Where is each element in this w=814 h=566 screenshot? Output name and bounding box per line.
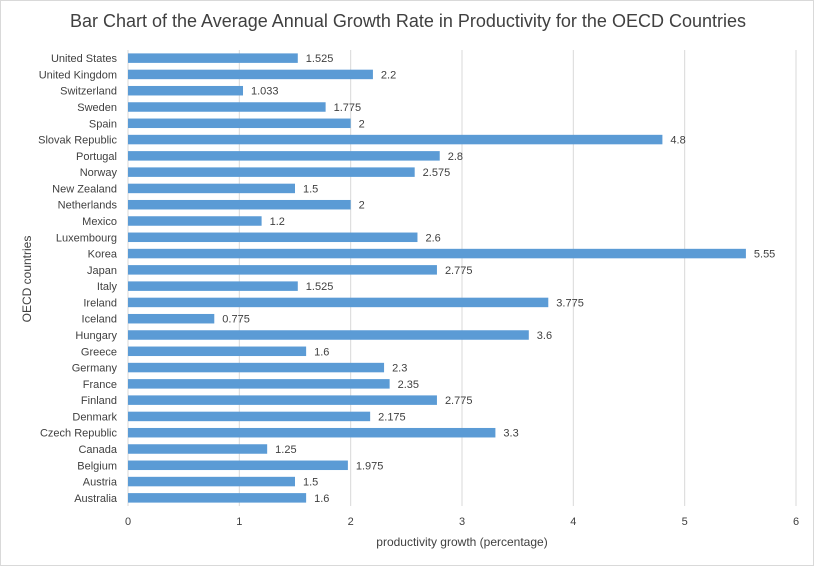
x-axis-label: productivity growth (percentage) <box>376 535 548 549</box>
data-label: 2 <box>359 118 365 130</box>
data-label: 1.25 <box>275 444 296 456</box>
bar <box>128 395 437 405</box>
x-tick-label: 5 <box>682 516 688 528</box>
bar <box>128 102 326 112</box>
y-tick-label: Hungary <box>75 330 117 342</box>
data-label: 2.6 <box>425 232 440 244</box>
y-tick-label: Austria <box>83 477 118 489</box>
data-label: 1.775 <box>334 102 362 114</box>
bar <box>128 151 440 161</box>
y-tick-label: Spain <box>89 118 117 130</box>
x-tick-label: 1 <box>236 516 242 528</box>
y-tick-label: Belgium <box>77 460 117 472</box>
bar <box>128 460 348 471</box>
x-tick-label: 6 <box>793 516 799 528</box>
bar <box>128 232 418 243</box>
bar <box>128 134 663 145</box>
y-tick-label: Finland <box>81 395 117 407</box>
chart-title: Bar Chart of the Average Annual Growth R… <box>69 11 746 31</box>
y-tick-label: Slovak Republic <box>38 135 117 147</box>
y-tick-label: Switzerland <box>60 86 117 98</box>
y-tick-label: Italy <box>97 281 118 293</box>
y-tick-label: France <box>83 379 117 391</box>
bar <box>128 265 437 275</box>
y-tick-label: Mexico <box>82 216 117 228</box>
data-label: 2.175 <box>378 411 406 423</box>
bar <box>128 493 307 503</box>
data-label: 2.775 <box>445 265 473 277</box>
bar <box>128 118 351 129</box>
y-tick-label: Greece <box>81 346 117 358</box>
y-tick-label: Norway <box>80 167 118 179</box>
bar <box>128 427 496 438</box>
data-label: 2.35 <box>398 379 419 391</box>
bar <box>128 444 268 454</box>
bar <box>128 216 262 226</box>
y-tick-label: Netherlands <box>58 200 118 212</box>
data-label: 3.3 <box>503 428 518 440</box>
data-label: 1.525 <box>306 53 334 65</box>
y-tick-label: Ireland <box>83 297 117 309</box>
data-label: 1.6 <box>314 346 329 358</box>
bar <box>128 362 385 373</box>
data-label: 1.2 <box>270 216 285 228</box>
y-tick-label: Iceland <box>82 314 117 326</box>
y-tick-label: Canada <box>78 444 117 456</box>
y-tick-label: United States <box>51 53 118 65</box>
data-label: 1.033 <box>251 86 279 98</box>
data-label: 5.55 <box>754 249 775 261</box>
bar <box>128 297 549 308</box>
y-tick-label: Luxembourg <box>56 232 117 244</box>
bar <box>128 379 390 389</box>
data-label: 1.5 <box>303 183 318 195</box>
x-tick-label: 3 <box>459 516 465 528</box>
data-label: 2.8 <box>448 151 463 163</box>
data-label: 0.775 <box>222 314 250 326</box>
bar <box>128 281 298 291</box>
data-label: 1.6 <box>314 493 329 505</box>
y-tick-label: New Zealand <box>52 183 117 195</box>
bar <box>128 476 295 487</box>
bar <box>128 199 351 210</box>
y-tick-label: Germany <box>72 363 118 375</box>
x-tick-label: 2 <box>348 516 354 528</box>
data-label: 2.575 <box>423 167 451 179</box>
data-label: 3.6 <box>537 330 552 342</box>
bar <box>128 183 295 194</box>
data-label: 3.775 <box>556 297 584 309</box>
data-label: 2.3 <box>392 363 407 375</box>
bar <box>128 248 746 259</box>
data-label: 4.8 <box>670 135 685 147</box>
y-tick-label: Sweden <box>77 102 117 114</box>
bar <box>128 313 215 324</box>
y-tick-label: Czech Republic <box>40 428 118 440</box>
data-label: 2.2 <box>381 69 396 81</box>
data-label: 2.775 <box>445 395 473 407</box>
bar <box>128 167 415 177</box>
y-tick-label: Japan <box>87 265 117 277</box>
y-axis-label: OECD countries <box>20 235 34 323</box>
bar <box>128 69 373 80</box>
y-tick-label: Denmark <box>72 411 117 423</box>
x-tick-label: 4 <box>570 516 576 528</box>
y-tick-label: United Kingdom <box>39 69 117 81</box>
y-tick-label: Korea <box>88 249 118 261</box>
bar <box>128 346 307 357</box>
bar <box>128 330 529 340</box>
x-tick-label: 0 <box>125 516 131 528</box>
y-tick-label: Portugal <box>76 151 117 163</box>
data-label: 1.975 <box>356 460 384 472</box>
bar <box>128 85 244 96</box>
data-label: 1.5 <box>303 477 318 489</box>
bar <box>128 53 298 63</box>
data-label: 1.525 <box>306 281 334 293</box>
data-label: 2 <box>359 200 365 212</box>
bar <box>128 411 371 422</box>
y-tick-label: Australia <box>74 493 118 505</box>
